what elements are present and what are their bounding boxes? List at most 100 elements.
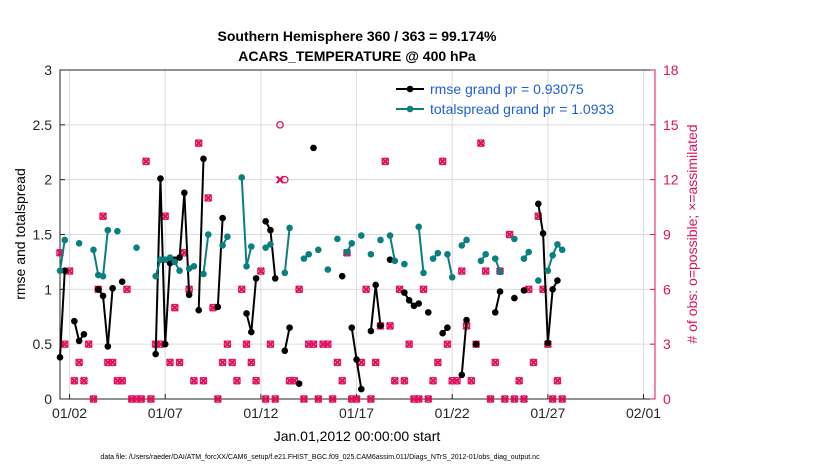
obs-assimilated-point (204, 193, 213, 203)
obs-assimilated-cross-b (252, 376, 261, 385)
series-point (200, 270, 207, 278)
obs-assimilated-cross-b (156, 340, 165, 349)
obs-assimilated-point (266, 340, 275, 349)
series-segment (73, 320, 81, 342)
series-segment (202, 234, 210, 275)
obs-assimilated-cross-b (390, 376, 399, 385)
series-point (94, 286, 102, 293)
series-point (248, 328, 255, 336)
obs-possible-point (261, 395, 270, 403)
series-point (262, 218, 269, 225)
x-tick-label: 01/02 (52, 405, 87, 421)
obs-assimilated-point (443, 340, 452, 349)
series-point (539, 230, 547, 237)
obs-possible-point (276, 120, 284, 129)
obs-assimilated-cross-b (438, 157, 447, 166)
obs-assimilated-cross-b (137, 394, 146, 404)
obs-possible-point (347, 395, 356, 403)
series-point (56, 267, 64, 274)
obs-assimilated-point (84, 340, 93, 349)
obs-possible-point (319, 340, 327, 349)
obs-assimilated-point (433, 358, 442, 367)
obs-possible-point (99, 212, 107, 221)
obs-assimilated-cross-b (395, 285, 404, 294)
series-point (243, 310, 250, 317)
obs-possible-point (400, 376, 409, 385)
series-point (109, 284, 116, 292)
obs-assimilated-cross-b (108, 358, 117, 367)
obs-assimilated-cross-b (553, 376, 562, 385)
left-y-axis-label: rmse and totalspread (12, 168, 28, 300)
obs-assimilated-cross-b (161, 212, 170, 221)
obs-assimilated-point (299, 394, 309, 404)
obs-assimilated-cross-b (352, 394, 361, 404)
obs-assimilated-cross-b (218, 358, 227, 367)
series-point (90, 246, 97, 254)
obs-assimilated-point (438, 157, 447, 166)
obs-possible-point (118, 376, 127, 385)
obs-assimilated-cross-b (405, 340, 414, 349)
left-y-tick-label: 0 (44, 391, 52, 407)
x-tick-label: 01/12 (243, 405, 278, 421)
series-point (472, 340, 480, 348)
series-point (104, 343, 112, 350)
obs-possible-point (132, 395, 141, 403)
x-tick-label: 01/27 (530, 405, 565, 421)
obs-possible-point (333, 358, 342, 367)
obs-possible-point (295, 285, 303, 294)
series-segment (245, 246, 253, 267)
obs-possible-point (548, 395, 557, 403)
obs-assimilated-point (352, 394, 361, 404)
series-point (133, 244, 140, 251)
obs-possible-point (199, 376, 208, 385)
obs-possible-point (166, 358, 174, 367)
series-point (104, 226, 112, 234)
series-point (176, 254, 183, 261)
obs-possible-point (338, 376, 347, 385)
series-segment (269, 230, 277, 279)
obs-possible-point (410, 395, 418, 403)
obs-possible-point (170, 303, 179, 312)
series-point (549, 286, 556, 293)
obs-possible-point (80, 376, 88, 385)
obs-assimilated-cross-b (65, 266, 74, 276)
series-point (61, 236, 69, 244)
obs-assimilated-point (467, 376, 476, 385)
obs-possible-point (309, 340, 318, 349)
obs-assimilated-point (232, 376, 242, 385)
obs-possible-point (381, 157, 390, 166)
series-point (75, 337, 83, 345)
obs-possible-point (113, 376, 122, 385)
series-point (439, 329, 446, 337)
series-segment (417, 226, 425, 273)
obs-possible-point (558, 395, 567, 403)
obs-possible-point (233, 376, 241, 385)
series-point (444, 324, 451, 332)
series-point (152, 272, 159, 280)
obs-possible-point (300, 395, 308, 403)
series-point (262, 244, 269, 251)
obs-assimilated-cross-b (381, 157, 390, 166)
obs-possible-point (266, 340, 275, 349)
series-point (114, 227, 121, 235)
obs-assimilated-cross-b (295, 285, 304, 294)
series-segment (460, 319, 468, 375)
series-segment (102, 230, 109, 277)
left-y-tick-label: 0.5 (33, 336, 53, 352)
obs-possible-point (534, 212, 543, 221)
obs-assimilated-cross-b (199, 376, 208, 385)
obs-possible-point (457, 267, 466, 275)
obs-assimilated-point (505, 230, 514, 239)
obs-assimilated-point (213, 394, 222, 404)
obs-assimilated-cross-b (457, 266, 466, 276)
obs-assimilated-point (381, 157, 390, 166)
obs-possible-point (414, 395, 423, 403)
obs-possible-point (352, 395, 361, 403)
series-point (511, 235, 518, 243)
obs-possible-point (257, 267, 265, 275)
data-file-footer: data file: /Users/raeder/DAI/ATM_forcXX/… (100, 454, 540, 461)
obs-assimilated-point (338, 376, 347, 385)
series-segment (240, 177, 248, 267)
obs-assimilated-point (519, 394, 529, 404)
series-point (281, 347, 289, 355)
